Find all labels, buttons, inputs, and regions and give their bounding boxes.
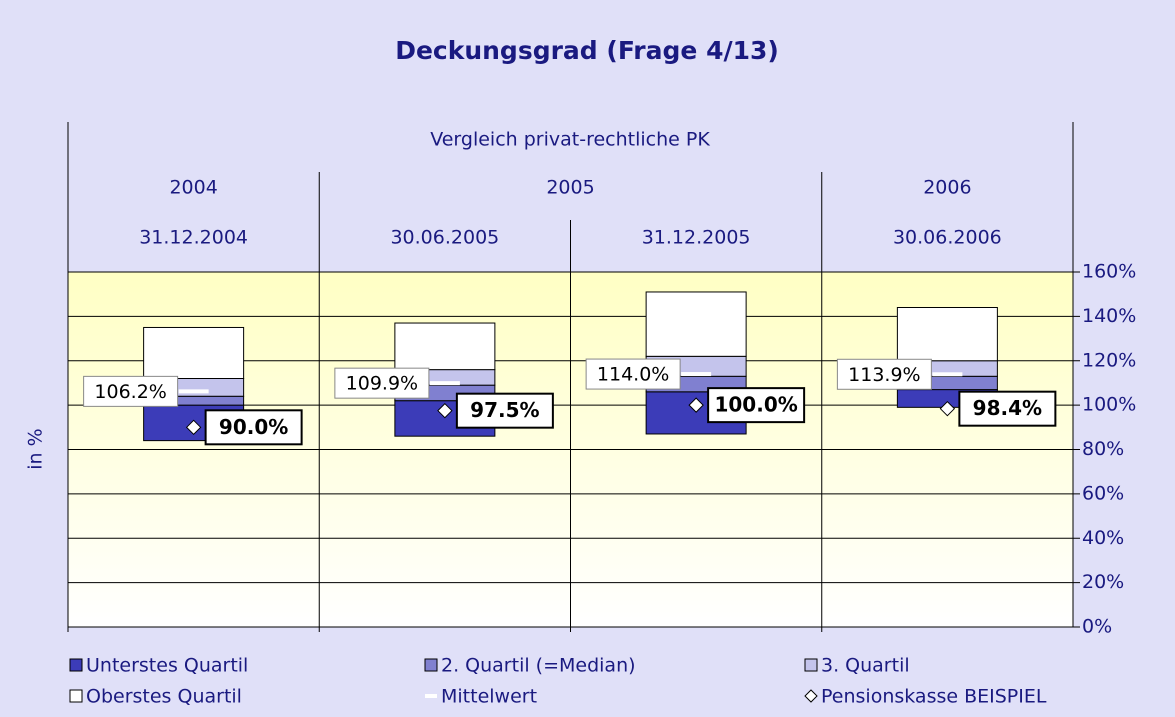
y-tick-label: 0%	[1082, 616, 1112, 638]
category-label: 30.06.2005	[390, 227, 499, 249]
marker-label-box	[204, 409, 303, 446]
legend-label: Pensionskasse BEISPIEL	[821, 686, 1047, 708]
legend-swatch	[804, 658, 818, 672]
group-label: 2005	[546, 177, 594, 199]
category-label: 30.06.2006	[893, 227, 1002, 249]
group-label: 2004	[169, 177, 217, 199]
category-label: 31.12.2004	[139, 227, 248, 249]
y-tick-label: 80%	[1082, 438, 1124, 460]
marker	[185, 419, 202, 436]
mean-marker	[681, 372, 712, 377]
mean-label-box	[334, 367, 430, 399]
legend-label: 3. Quartil	[821, 655, 910, 677]
mean-label: 106.2%	[94, 381, 166, 403]
bar-segment	[394, 322, 496, 371]
mean-label: 109.9%	[346, 373, 418, 395]
y-tick-label: 40%	[1082, 527, 1124, 549]
legend-label: Oberstes Quartil	[86, 686, 242, 708]
y-tick-label: 160%	[1082, 261, 1136, 283]
mean-label-box	[585, 358, 681, 390]
mean-marker	[429, 381, 460, 386]
category-label: 31.12.2005	[642, 227, 751, 249]
marker-label: 90.0%	[219, 415, 288, 439]
marker	[437, 402, 453, 419]
header: Vergleich privat-rechtliche PK	[430, 129, 710, 151]
y-axis-label: in %	[25, 428, 47, 469]
marker-label: 97.5%	[470, 398, 539, 422]
legend-swatch	[425, 694, 437, 698]
y-tick-label: 120%	[1082, 349, 1136, 371]
legend-swatch	[804, 689, 818, 703]
group-label: 2006	[923, 177, 971, 199]
mean-label-box	[836, 358, 932, 390]
mean-marker	[178, 389, 209, 394]
y-tick-label: 60%	[1082, 482, 1124, 504]
marker	[688, 397, 704, 413]
legend-label: Mittelwert	[441, 686, 537, 708]
marker	[939, 400, 956, 417]
y-tick-label: 140%	[1082, 305, 1136, 327]
legend-swatch	[424, 658, 438, 672]
legend-label: Unterstes Quartil	[86, 655, 248, 677]
marker-label-box	[707, 387, 806, 424]
mean-label: 114.0%	[597, 364, 669, 386]
bar-segment	[143, 326, 245, 379]
legend-swatch	[69, 689, 83, 703]
marker-label-box	[455, 392, 554, 429]
legend-swatch	[69, 658, 83, 672]
y-tick-label: 20%	[1082, 571, 1124, 593]
mean-label: 113.9%	[848, 364, 920, 386]
mean-marker	[932, 372, 963, 377]
chart-title: Deckungsgrad (Frage 4/13)	[395, 36, 779, 65]
y-tick-label: 100%	[1082, 394, 1136, 416]
bar-segment	[645, 291, 747, 357]
marker-label-box	[958, 390, 1057, 427]
marker-label: 98.4%	[973, 396, 1042, 420]
bar-segment	[896, 307, 998, 362]
legend-label: 2. Quartil (=Median)	[441, 655, 636, 677]
marker-label: 100.0%	[714, 393, 797, 417]
mean-label-box	[83, 375, 179, 407]
